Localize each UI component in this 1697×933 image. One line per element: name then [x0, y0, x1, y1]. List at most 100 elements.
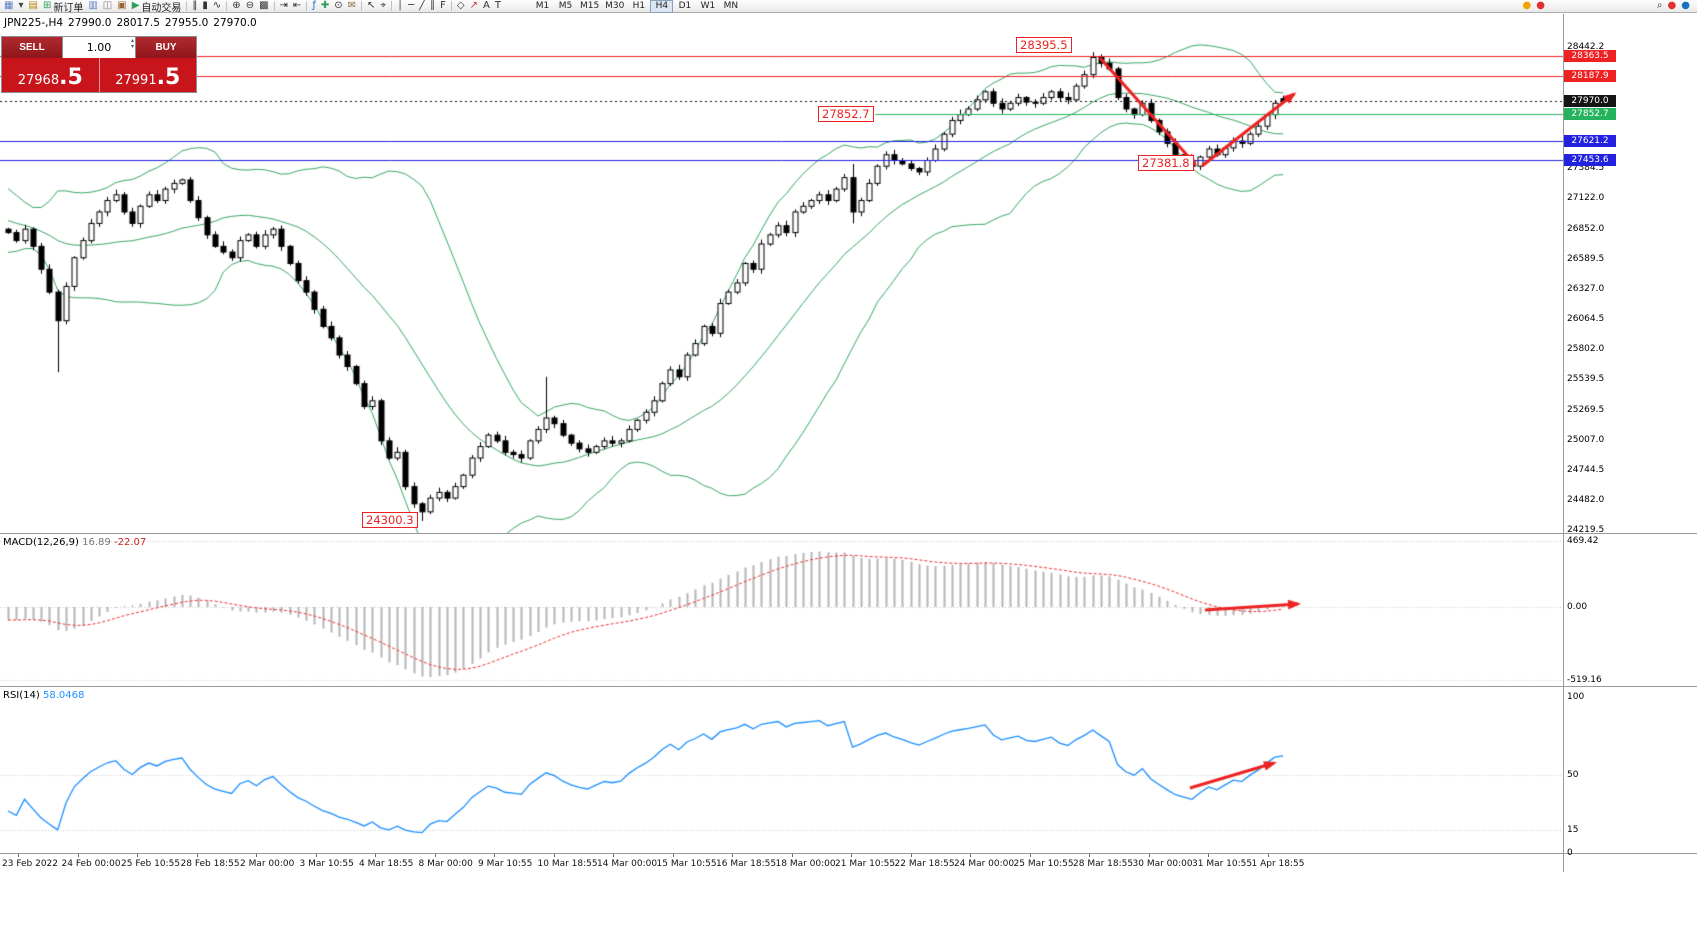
volume-stepper[interactable]: ▴ ▾ — [131, 38, 134, 50]
time-tick — [315, 854, 317, 857]
chart-shift-icon-glyph: ⇤ — [292, 0, 302, 11]
toolbar-left-group: ▦ ▾ ▤ ⊞ 新订单 ▥ ◫ ▣ ▶ 自动交易 ‖ ▮ ∿ ⊕ ⊖ ▩ ⇥ ⇤ ƒ ✚ ⊙ ✉ ↖ ⌖ │ ─ ╱ ∥ F ◇ ↗ A T — [2, 0, 503, 14]
text-label-icon[interactable]: T — [493, 0, 503, 12]
line-chart-icon[interactable]: ∿ — [211, 0, 223, 12]
shapes-icon[interactable]: ◇ — [455, 0, 467, 12]
macd-main-value: 16.89 — [82, 537, 111, 548]
mail-icon[interactable]: ✉ — [346, 0, 358, 12]
indicators-icon[interactable]: ƒ — [310, 0, 318, 12]
new-chart-icon-glyph: ▦ — [4, 0, 14, 11]
sell-button[interactable]: SELL — [2, 37, 62, 58]
autotrading-button-label: 自动交易 — [141, 2, 182, 14]
timeframe-d1[interactable]: D1 — [678, 0, 692, 11]
time-tick — [851, 854, 852, 857]
timeframe-mn[interactable]: MN — [723, 0, 739, 11]
toolbar-separator — [306, 1, 308, 11]
market-watch-icon-glyph: ▥ — [88, 0, 98, 11]
annotation-27381-8[interactable]: 27381.8 — [1138, 155, 1194, 171]
new-order-button[interactable]: ⊞ 新订单 — [41, 0, 85, 14]
time-tick — [732, 854, 733, 857]
close-value: 27970.0 — [213, 17, 257, 29]
notification-icon[interactable]: ● — [1666, 0, 1679, 12]
candlestick-chart-icon[interactable]: ▮ — [200, 0, 210, 12]
macd-scale-tick: 469.42 — [1567, 536, 1599, 546]
time-tick — [375, 854, 376, 857]
vertical-line-icon[interactable]: │ — [395, 0, 405, 12]
timeframe-m5[interactable]: M5 — [558, 0, 573, 11]
panel-splitter-rsi[interactable] — [0, 686, 1697, 687]
price-tick: 24219.5 — [1567, 525, 1605, 536]
price-tick: 25269.5 — [1567, 405, 1605, 416]
terminal-icon[interactable]: ▣ — [115, 0, 128, 12]
buy-price[interactable]: 27991.5 — [98, 58, 196, 92]
alert-orange-icon[interactable]: ● — [1520, 0, 1533, 12]
trendline-icon[interactable]: ╱ — [417, 0, 427, 12]
timeframe-m1[interactable]: M1 — [535, 0, 550, 11]
timeframe-m30[interactable]: M30 — [605, 0, 625, 11]
channel-icon-glyph: ∥ — [430, 0, 436, 11]
terminal-icon-glyph: ▣ — [117, 0, 127, 11]
buy-price-frac: .5 — [156, 65, 181, 90]
chart-shift-icon[interactable]: ⇤ — [291, 0, 303, 12]
add-indicator-icon[interactable]: ✚ — [319, 0, 331, 12]
price-chart-canvas[interactable] — [0, 14, 1563, 533]
add-indicator-icon-glyph: ✚ — [320, 0, 330, 11]
price-tick: 26064.5 — [1567, 314, 1605, 325]
annotation-27852-7[interactable]: 27852.7 — [818, 106, 874, 122]
fibonacci-icon-glyph: F — [440, 0, 446, 11]
new-chart-icon[interactable]: ▦ — [2, 0, 15, 12]
zoom-in-icon[interactable]: ⊕ — [230, 0, 242, 12]
sell-price[interactable]: 27968.5 — [2, 58, 99, 92]
macd-panel-canvas[interactable] — [0, 534, 1563, 686]
rsi-name: RSI(14) — [3, 690, 40, 701]
price-tick: 26327.0 — [1567, 284, 1605, 294]
time-label: 16 Mar 18:55 — [716, 859, 777, 869]
toolbar-separator — [273, 1, 275, 11]
search-icon[interactable]: ⌕ — [1655, 0, 1665, 12]
time-tick — [1267, 854, 1269, 857]
price-tick: 27384.5 — [1567, 162, 1605, 173]
autotrading-button[interactable]: ▶ 自动交易 — [130, 0, 184, 14]
text-icon[interactable]: A — [481, 0, 492, 12]
rsi-scale-tick: 0 — [1567, 848, 1573, 858]
volume-down-icon[interactable]: ▾ — [130, 43, 134, 50]
market-watch-icon[interactable]: ▥ — [86, 0, 99, 12]
zoom-out-icon[interactable]: ⊖ — [244, 0, 256, 12]
timeframe-m15[interactable]: M15 — [579, 0, 600, 11]
crosshair-icon[interactable]: ⌖ — [378, 0, 388, 12]
profiles-icon[interactable]: ▤ — [26, 0, 39, 12]
channel-icon[interactable]: ∥ — [428, 0, 437, 12]
toolbar-separator — [226, 1, 228, 11]
account-icon[interactable]: ● — [1679, 0, 1692, 12]
panel-splitter-macd[interactable] — [0, 533, 1697, 534]
timeframe-h4[interactable]: H4 — [650, 0, 674, 13]
volume-input[interactable]: 1.00 ▴ ▾ — [62, 37, 136, 58]
buy-button[interactable]: BUY — [136, 37, 196, 58]
price-tick: 25539.5 — [1567, 374, 1605, 385]
time-axis[interactable]: 23 Feb 2022 24 Feb 00:00 25 Feb 10:55 28 Fe… — [0, 853, 1697, 873]
price-tick: 24744.5 — [1567, 465, 1605, 476]
cursor-icon[interactable]: ↖ — [365, 0, 377, 12]
auto-scroll-icon[interactable]: ⇥ — [278, 0, 290, 12]
time-tick — [137, 854, 138, 857]
timeframe-h1[interactable]: H1 — [632, 0, 646, 11]
data-window-icon-glyph: ◫ — [102, 0, 113, 11]
data-window-icon[interactable]: ◫ — [101, 0, 114, 12]
arrows-icon[interactable]: ↗ — [468, 0, 480, 12]
annotation-28395-5[interactable]: 28395.5 — [1016, 37, 1072, 53]
chart-list-dropdown-icon[interactable]: ▾ — [16, 0, 25, 12]
alert-red-icon[interactable]: ● — [1534, 0, 1547, 12]
volume-up-icon[interactable]: ▴ — [130, 37, 134, 44]
trendline-icon-glyph: ╱ — [419, 0, 426, 11]
time-label: 22 Mar 18:55 — [894, 859, 955, 869]
rsi-panel-canvas[interactable] — [0, 687, 1563, 853]
tile-windows-icon[interactable]: ▩ — [257, 0, 270, 12]
timeframe-w1[interactable]: W1 — [700, 0, 716, 11]
horizontal-line-icon[interactable]: ─ — [406, 0, 416, 12]
price-badge-28187.9: 28187.9 — [1564, 70, 1616, 83]
period-icon[interactable]: ⊙ — [332, 0, 344, 12]
bar-chart-icon[interactable]: ‖ — [190, 0, 199, 12]
annotation-24300-3[interactable]: 24300.3 — [362, 512, 418, 528]
macd-scale-tick: 0.00 — [1567, 602, 1588, 612]
fibonacci-icon[interactable]: F — [438, 0, 448, 12]
